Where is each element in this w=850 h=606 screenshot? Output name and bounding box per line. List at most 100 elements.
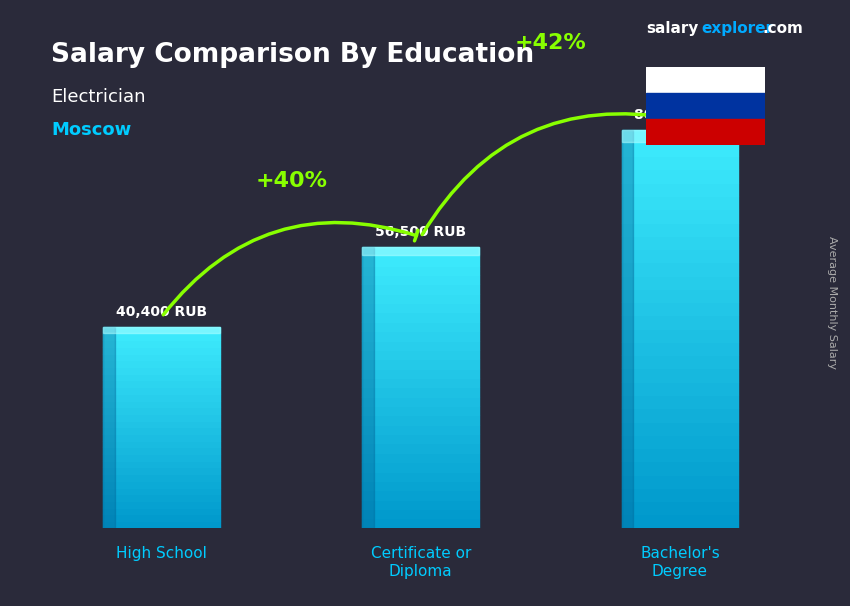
Bar bbox=[646, 93, 765, 119]
Text: .com: .com bbox=[762, 21, 803, 36]
Bar bbox=[103, 441, 220, 447]
Bar bbox=[103, 521, 220, 528]
Bar bbox=[362, 322, 479, 331]
Bar bbox=[621, 435, 739, 448]
Bar bbox=[362, 256, 479, 265]
Bar bbox=[621, 276, 739, 289]
Bar bbox=[621, 156, 739, 170]
Bar bbox=[103, 481, 220, 488]
Bar bbox=[103, 387, 220, 394]
Bar bbox=[362, 359, 479, 368]
Bar bbox=[103, 334, 220, 341]
Bar bbox=[103, 341, 220, 347]
Bar bbox=[621, 222, 739, 236]
Bar bbox=[621, 196, 739, 209]
Text: Moscow: Moscow bbox=[51, 121, 131, 139]
Bar bbox=[103, 421, 220, 427]
Bar bbox=[621, 422, 739, 435]
Bar bbox=[621, 236, 739, 249]
Bar bbox=[362, 471, 479, 481]
Bar bbox=[362, 509, 479, 518]
Bar bbox=[621, 130, 739, 142]
Bar bbox=[646, 119, 765, 145]
Bar bbox=[362, 350, 479, 359]
Bar bbox=[621, 182, 739, 196]
Bar bbox=[621, 262, 739, 276]
Bar bbox=[362, 368, 479, 378]
Bar bbox=[362, 378, 479, 387]
Bar bbox=[103, 488, 220, 494]
Bar bbox=[362, 397, 479, 406]
Bar bbox=[362, 265, 479, 275]
Text: explorer: explorer bbox=[701, 21, 774, 36]
Bar bbox=[103, 414, 220, 421]
Bar bbox=[621, 143, 739, 156]
Bar bbox=[103, 501, 220, 508]
Bar bbox=[362, 387, 479, 397]
Bar bbox=[362, 331, 479, 341]
Text: Average Monthly Salary: Average Monthly Salary bbox=[827, 236, 837, 370]
Bar bbox=[362, 406, 479, 415]
Bar bbox=[103, 514, 220, 521]
Bar bbox=[621, 355, 739, 368]
Bar bbox=[621, 342, 739, 355]
Bar bbox=[621, 501, 739, 514]
Bar bbox=[103, 327, 220, 334]
Bar bbox=[621, 328, 739, 342]
Bar bbox=[103, 367, 220, 374]
Bar bbox=[621, 315, 739, 328]
Bar bbox=[362, 518, 479, 528]
Bar bbox=[362, 275, 479, 284]
Bar bbox=[103, 508, 220, 514]
Bar bbox=[362, 490, 479, 500]
Bar bbox=[362, 247, 479, 255]
Bar bbox=[103, 454, 220, 461]
Bar bbox=[621, 461, 739, 474]
Bar bbox=[362, 294, 479, 303]
Bar bbox=[362, 247, 374, 528]
Bar bbox=[362, 462, 479, 471]
Bar bbox=[103, 494, 220, 501]
Bar bbox=[362, 453, 479, 462]
Bar bbox=[621, 408, 739, 422]
Bar bbox=[103, 327, 220, 333]
Bar bbox=[621, 289, 739, 302]
Text: 56,500 RUB: 56,500 RUB bbox=[375, 225, 467, 239]
Text: +42%: +42% bbox=[514, 33, 586, 53]
Bar bbox=[621, 448, 739, 461]
Bar bbox=[621, 488, 739, 501]
Bar bbox=[621, 170, 739, 182]
Bar bbox=[362, 500, 479, 509]
Bar bbox=[103, 427, 220, 434]
Text: Electrician: Electrician bbox=[51, 88, 145, 106]
Bar bbox=[362, 434, 479, 444]
Bar bbox=[362, 415, 479, 425]
Bar bbox=[103, 374, 220, 381]
Bar bbox=[362, 481, 479, 490]
Bar bbox=[621, 130, 739, 143]
Text: +40%: +40% bbox=[255, 171, 327, 191]
Bar bbox=[103, 361, 220, 367]
Bar bbox=[621, 395, 739, 408]
Bar bbox=[103, 401, 220, 407]
Bar bbox=[103, 327, 115, 528]
Text: salary: salary bbox=[646, 21, 699, 36]
Bar bbox=[362, 425, 479, 434]
Bar bbox=[646, 67, 765, 93]
Text: 40,400 RUB: 40,400 RUB bbox=[116, 305, 207, 319]
Bar bbox=[103, 407, 220, 414]
Bar bbox=[621, 368, 739, 382]
Bar bbox=[103, 381, 220, 387]
Bar bbox=[621, 302, 739, 315]
Bar bbox=[362, 444, 479, 453]
Bar bbox=[103, 394, 220, 401]
Bar bbox=[362, 341, 479, 350]
Bar bbox=[621, 514, 739, 528]
Bar bbox=[621, 474, 739, 488]
Bar bbox=[103, 467, 220, 474]
Bar bbox=[362, 313, 479, 322]
Bar bbox=[621, 130, 633, 528]
Bar bbox=[103, 434, 220, 441]
Bar bbox=[103, 447, 220, 454]
Bar bbox=[621, 249, 739, 262]
